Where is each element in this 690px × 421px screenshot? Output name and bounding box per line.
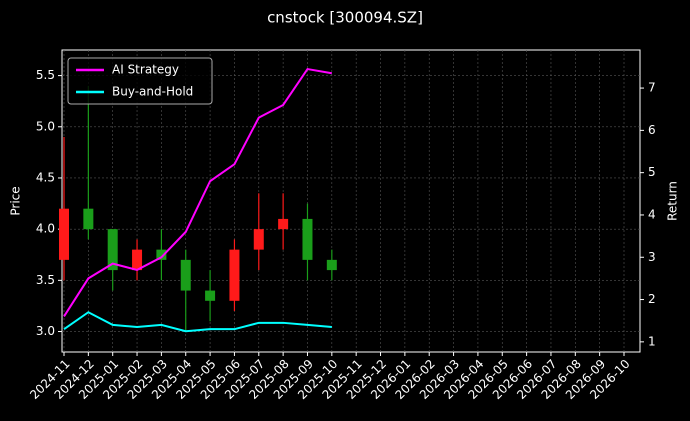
chart-title: cnstock [300094.SZ] (267, 9, 423, 27)
candle-body (229, 249, 240, 301)
y2-tick-label: 4 (648, 207, 656, 221)
y-axis-label: Price (9, 186, 23, 215)
y2-tick-label: 2 (648, 292, 656, 306)
candle-body (180, 259, 191, 291)
y-tick-label: 4.0 (36, 222, 55, 236)
y-tick-label: 3.5 (36, 273, 55, 287)
y-tick-label: 4.5 (36, 170, 55, 184)
candle-body (107, 229, 118, 271)
candle-body (59, 208, 69, 260)
y2-tick-label: 6 (648, 123, 656, 137)
candle-body (83, 208, 94, 230)
candle-body (302, 218, 313, 260)
y2-tick-label: 3 (648, 250, 656, 264)
y-tick-label: 5.0 (36, 119, 55, 133)
candle-body (205, 290, 216, 301)
candle-body (253, 229, 264, 250)
y2-tick-label: 1 (648, 334, 656, 348)
candle-body (132, 249, 143, 271)
legend-label: AI Strategy (112, 63, 179, 77)
y-tick-label: 3.0 (36, 324, 55, 338)
line-series (63, 67, 332, 318)
candle-body (156, 249, 167, 260)
y-tick-label: 5.5 (36, 68, 55, 82)
y2-tick-label: 5 (648, 165, 656, 179)
y2-axis-label: Return (666, 181, 680, 221)
candle-body (278, 218, 289, 230)
candle-body (326, 259, 337, 271)
y2-tick-label: 7 (648, 81, 656, 95)
legend-label: Buy-and-Hold (112, 85, 193, 99)
line-series (63, 311, 332, 333)
